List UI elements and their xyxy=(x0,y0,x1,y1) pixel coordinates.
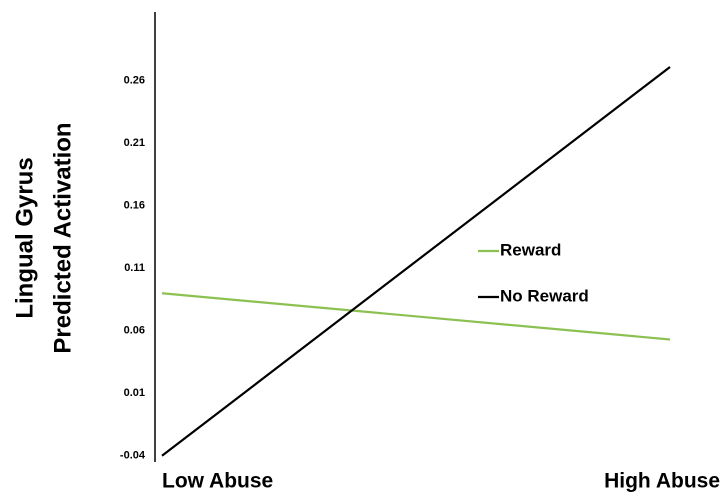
x-tick-label: Low Abuse xyxy=(162,470,273,493)
y-tick-label: 0.26 xyxy=(124,75,145,87)
series-line xyxy=(161,292,671,341)
y-axis-label: Lingual Gyrus Predicted Activation xyxy=(11,122,76,353)
y-label-line: Lingual Gyrus xyxy=(11,157,38,318)
x-tick-label: High Abuse xyxy=(604,470,720,493)
y-tick-label: 0.11 xyxy=(124,262,145,274)
y-label-line: Predicted Activation xyxy=(49,122,76,353)
y-tick-label: 0.21 xyxy=(124,137,145,149)
series-line xyxy=(161,66,671,457)
y-tick-label: 0.16 xyxy=(124,200,145,212)
y-tick-label: -0.04 xyxy=(120,450,146,462)
legend-label: No Reward xyxy=(500,286,589,305)
y-tick-label: 0.06 xyxy=(124,325,145,337)
legend-label: Reward xyxy=(500,240,561,259)
y-tick-label: 0.01 xyxy=(124,387,145,399)
